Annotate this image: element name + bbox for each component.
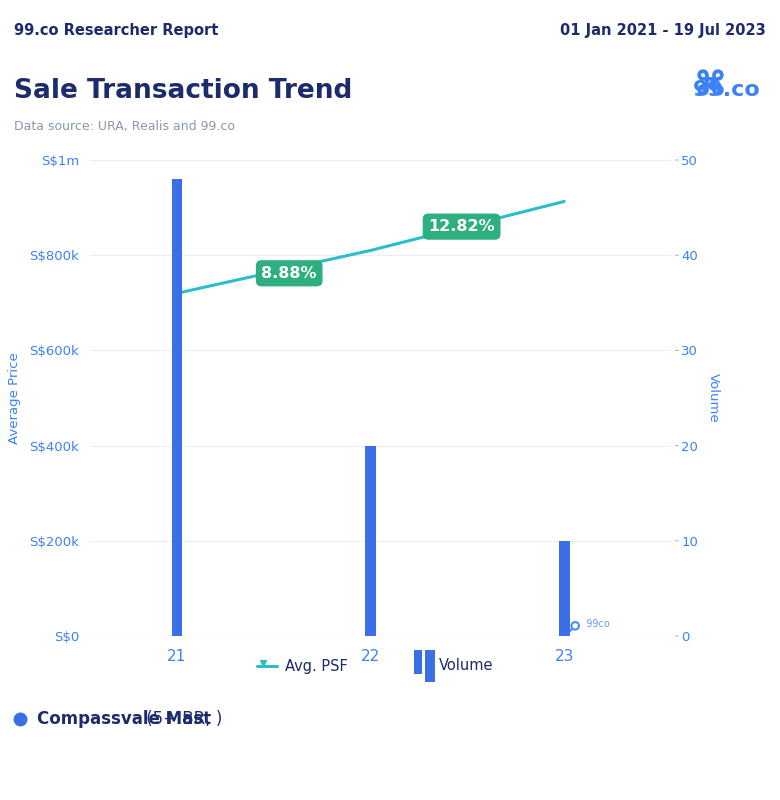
Text: 01 Jan 2021 - 19 Jul 2023: 01 Jan 2021 - 19 Jul 2023 xyxy=(560,23,766,38)
Text: 99.co Researcher Report: 99.co Researcher Report xyxy=(14,23,218,38)
Y-axis label: Volume: Volume xyxy=(707,373,720,423)
Text: (5+ BR, ): (5+ BR, ) xyxy=(141,710,222,728)
Text: Volume: Volume xyxy=(439,658,494,674)
Text: 12.82%: 12.82% xyxy=(428,219,495,234)
Text: Sale Transaction Trend: Sale Transaction Trend xyxy=(14,78,353,104)
Bar xyxy=(365,446,376,636)
Bar xyxy=(172,179,183,636)
Text: Compassvale Mast: Compassvale Mast xyxy=(37,710,211,728)
Y-axis label: Average Price: Average Price xyxy=(8,352,21,444)
Text: 99co: 99co xyxy=(580,619,609,630)
FancyBboxPatch shape xyxy=(414,650,422,674)
Text: 8.88%: 8.88% xyxy=(261,266,317,281)
FancyBboxPatch shape xyxy=(425,650,435,682)
Text: Avg. PSF: Avg. PSF xyxy=(285,658,347,674)
Bar xyxy=(559,541,569,636)
Text: 99.co: 99.co xyxy=(693,80,760,100)
Text: Data source: URA, Realis and 99.co: Data source: URA, Realis and 99.co xyxy=(14,120,235,133)
